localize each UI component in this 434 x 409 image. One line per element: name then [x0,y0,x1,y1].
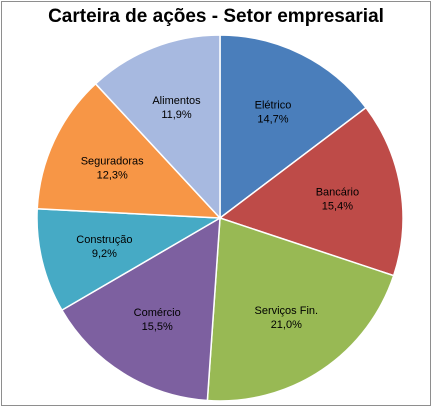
pie-slice-construcao [36,208,223,312]
slice-label-comercio: Comércio [134,307,181,319]
pie-slice-eletrico [219,34,368,220]
slice-value-alimentos: 11,9% [161,109,192,121]
pie-slice-servicos-fin [206,216,395,402]
slice-value-seguradoras: 12,3% [97,170,128,182]
slice-label-eletrico: Elétrico [255,100,292,112]
slice-value-eletrico: 14,7% [257,114,288,126]
slice-value-comercio: 15,5% [142,321,173,333]
pie-slice-bancario [218,106,404,277]
slice-value-servicos-fin: 21,0% [271,319,302,331]
slice-label-seguradoras: Seguradoras [81,156,144,168]
pie-slice-comercio [60,216,221,402]
chart-title: Carteira de ações - Setor empresarial [48,6,384,27]
slice-value-construcao: 9,2% [92,248,117,260]
slice-label-bancario: Bancário [316,187,359,199]
slice-label-construcao: Construção [76,234,132,246]
pie-slice-alimentos [94,34,221,220]
slice-label-servicos-fin: Serviços Fin. [255,305,319,317]
slice-value-bancario: 15,4% [322,201,353,213]
slice-label-alimentos: Alimentos [152,95,201,107]
pie-slice-seguradoras [36,82,222,219]
